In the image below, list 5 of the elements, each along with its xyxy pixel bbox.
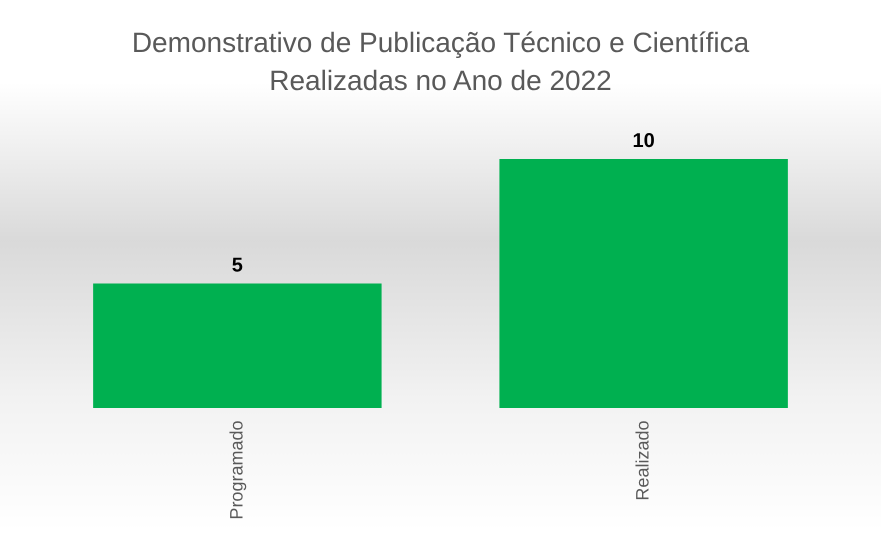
x-tick-label: Programado [226,420,246,520]
data-label: 10 [632,130,655,152]
x-tick-label: Realizado [632,420,653,501]
chart-title: Demonstrativo de Publicação Técnico e Científica Realizadas no Ano de 2022 [132,27,750,96]
data-label: 5 [232,254,243,276]
